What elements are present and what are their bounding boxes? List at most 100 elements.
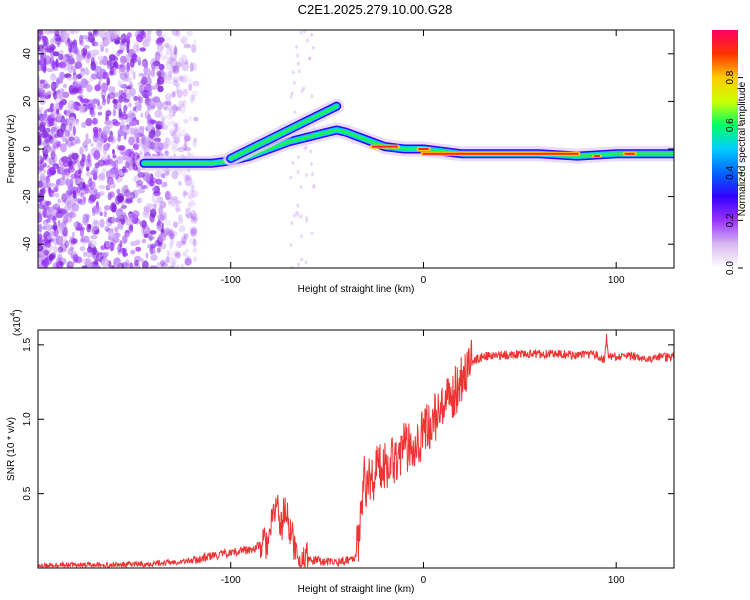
y-tick-label: 0 xyxy=(22,146,33,152)
noise-speckle-dot xyxy=(181,235,187,244)
noise-speckle-dot xyxy=(178,214,183,223)
noise-speckle-dot xyxy=(193,135,197,143)
noise-speckle-dot xyxy=(182,74,189,83)
noise-speckle-dot xyxy=(71,82,79,87)
noise-speckle-dot xyxy=(188,237,195,245)
noise-speckle-dot xyxy=(105,241,111,248)
noise-speckle-dot xyxy=(56,112,62,121)
noise-speckle-dot xyxy=(192,247,198,254)
noise-speckle-dot xyxy=(193,256,197,262)
noise-speckle-dot xyxy=(171,170,179,180)
noise-speckle-dot xyxy=(171,91,176,98)
noise-speckle-dot xyxy=(140,89,145,96)
noise-speckle-dot xyxy=(72,190,77,199)
noise-speckle-dot xyxy=(54,37,62,45)
noise-speckle-dot xyxy=(89,53,96,59)
noise-speckle-dot xyxy=(58,61,66,69)
noise-speckle-dot xyxy=(69,208,74,218)
noise-speckle-dot xyxy=(136,132,143,138)
noise-speckle-dot xyxy=(129,112,133,123)
noise-speckle-dot xyxy=(174,200,182,205)
noise-speckle-dot xyxy=(155,123,161,131)
y-tick-label: 20 xyxy=(22,95,33,107)
noise-speckle-dot xyxy=(128,121,135,127)
y-tick-label: 40 xyxy=(22,48,33,60)
noise-speckle-dot xyxy=(129,58,135,68)
noise-speckle-dot xyxy=(67,37,71,45)
noise-speckle-dot xyxy=(123,105,127,113)
noise-speckle-dot xyxy=(59,88,65,94)
noise-speckle-dot xyxy=(296,53,300,58)
noise-speckle-dot xyxy=(86,223,91,233)
noise-speckle-dot xyxy=(97,55,104,61)
noise-speckle-dot xyxy=(92,98,98,104)
noise-speckle-dot xyxy=(73,30,80,34)
noise-speckle-dot xyxy=(289,94,293,99)
noise-speckle-dot xyxy=(150,141,157,151)
noise-speckle-dot xyxy=(97,159,106,167)
noise-speckle-dot xyxy=(190,215,195,225)
noise-speckle-dot xyxy=(147,140,152,150)
noise-speckle-dot xyxy=(112,154,117,159)
noise-speckle-dot xyxy=(86,166,90,172)
noise-speckle-dot xyxy=(183,191,189,196)
noise-speckle-dot xyxy=(38,258,42,265)
noise-speckle-dot xyxy=(157,219,161,226)
noise-speckle-dot xyxy=(117,262,125,268)
noise-speckle-dot xyxy=(158,232,166,243)
noise-speckle-dot xyxy=(310,32,314,37)
noise-speckle-dot xyxy=(174,133,183,138)
noise-speckle-dot xyxy=(164,191,172,201)
noise-speckle-dot xyxy=(83,214,87,222)
noise-speckle-dot xyxy=(161,124,168,131)
noise-speckle-dot xyxy=(46,108,54,113)
noise-speckle-dot xyxy=(163,33,167,40)
noise-speckle-dot xyxy=(305,218,309,223)
noise-speckle-dot xyxy=(98,69,104,79)
noise-speckle-dot xyxy=(162,101,169,110)
noise-speckle-dot xyxy=(163,150,170,157)
noise-speckle-dot xyxy=(170,198,179,207)
noise-speckle-dot xyxy=(38,44,42,53)
noise-speckle-dot xyxy=(188,78,194,88)
noise-speckle-dot xyxy=(171,30,179,36)
noise-speckle-dot xyxy=(38,236,43,246)
noise-speckle-dot xyxy=(82,258,89,265)
noise-speckle-dot xyxy=(67,167,75,173)
noise-speckle-dot xyxy=(55,102,60,110)
noise-speckle-dot xyxy=(164,150,169,157)
noise-speckle-dot xyxy=(291,70,295,75)
noise-speckle-dot xyxy=(118,94,124,103)
noise-speckle-dot xyxy=(191,189,199,198)
colorbar-gradient xyxy=(712,30,738,268)
noise-speckle-dot xyxy=(193,216,198,224)
colorbar-tick-label: 0.4 xyxy=(725,165,736,179)
noise-speckle-dot xyxy=(129,262,134,268)
noise-speckle-dot xyxy=(177,100,185,108)
x-tick-label: 100 xyxy=(608,275,625,286)
noise-speckle-dot xyxy=(118,67,126,76)
noise-speckle-dot xyxy=(76,185,81,194)
noise-speckle-dot xyxy=(161,259,167,265)
noise-speckle-dot xyxy=(136,56,142,61)
noise-speckle-dot xyxy=(154,170,162,178)
noise-speckle-dot xyxy=(67,63,73,74)
noise-speckle-dot xyxy=(136,136,140,144)
noise-speckle-dot xyxy=(176,106,182,112)
noise-speckle-dot xyxy=(130,249,136,255)
noise-speckle-dot xyxy=(183,147,192,152)
noise-speckle-dot xyxy=(83,44,90,49)
noise-speckle-dot xyxy=(42,207,47,218)
noise-speckle-dot xyxy=(142,212,151,218)
noise-speckle-dot xyxy=(39,176,47,182)
noise-speckle-dot xyxy=(192,80,200,87)
spectrogram-x-axis-label: Height of straight line (km) xyxy=(298,284,415,295)
noise-speckle-dot xyxy=(165,149,169,155)
noise-speckle-dot xyxy=(165,137,169,143)
noise-speckle-dot xyxy=(112,66,117,76)
noise-speckle-dot xyxy=(166,100,172,106)
noise-speckle-dot xyxy=(98,172,106,180)
noise-speckle-dot xyxy=(156,43,165,52)
noise-speckle-dot xyxy=(61,91,70,99)
noise-speckle-dot xyxy=(69,121,73,132)
